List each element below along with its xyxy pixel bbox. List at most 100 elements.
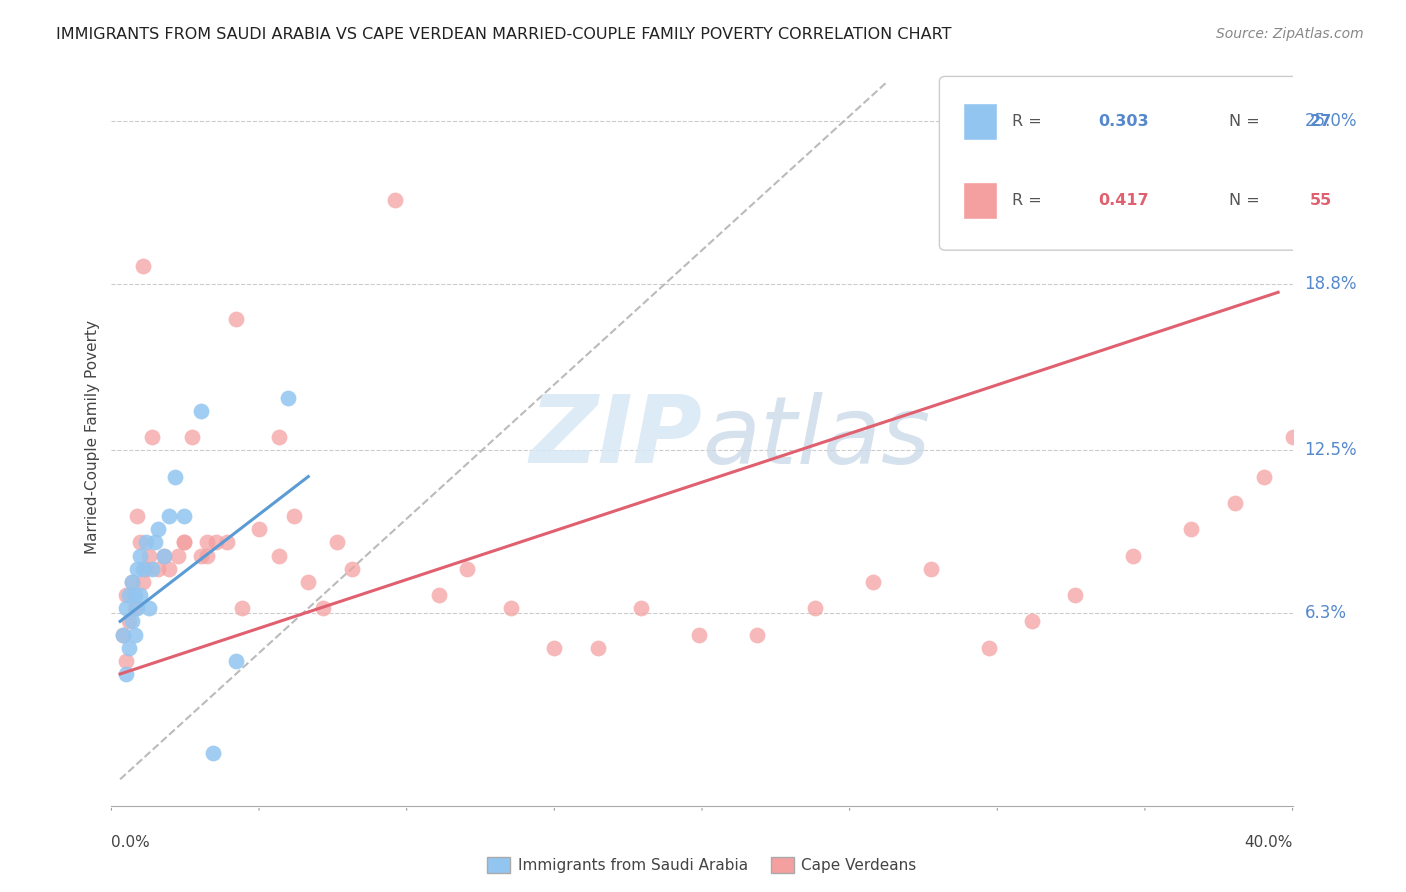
- Point: [118, 615, 141, 629]
- Text: 27: 27: [1310, 113, 1333, 128]
- Point: [124, 601, 146, 615]
- Point: [146, 522, 169, 536]
- Point: [457, 562, 479, 576]
- Point: [326, 535, 349, 549]
- Bar: [963, 182, 997, 219]
- Point: [127, 509, 149, 524]
- Point: [630, 601, 652, 615]
- FancyBboxPatch shape: [939, 77, 1400, 250]
- Text: R =: R =: [1012, 113, 1046, 128]
- Point: [1122, 549, 1144, 563]
- Point: [190, 403, 212, 417]
- Point: [297, 574, 319, 589]
- Text: ZIP: ZIP: [529, 391, 702, 483]
- Point: [173, 535, 195, 549]
- Point: [283, 509, 305, 524]
- Point: [132, 259, 155, 273]
- Point: [146, 562, 169, 576]
- Point: [135, 535, 157, 549]
- Text: Source: ZipAtlas.com: Source: ZipAtlas.com: [1216, 27, 1364, 41]
- Point: [1064, 588, 1087, 602]
- Legend: Immigrants from Saudi Arabia, Cape Verdeans: Immigrants from Saudi Arabia, Cape Verde…: [481, 851, 922, 880]
- Point: [121, 615, 143, 629]
- Point: [152, 549, 174, 563]
- Point: [129, 535, 152, 549]
- Point: [141, 430, 163, 444]
- Point: [231, 601, 253, 615]
- Point: [129, 549, 152, 563]
- Point: [920, 562, 942, 576]
- Point: [312, 601, 335, 615]
- Point: [201, 746, 224, 760]
- Bar: [963, 103, 997, 140]
- Point: [1021, 615, 1043, 629]
- Point: [190, 549, 212, 563]
- Point: [269, 430, 291, 444]
- Text: 40.0%: 40.0%: [1244, 835, 1292, 850]
- Point: [269, 549, 291, 563]
- Point: [121, 574, 143, 589]
- Point: [115, 601, 138, 615]
- Point: [157, 562, 180, 576]
- Y-axis label: Married-Couple Family Poverty: Married-Couple Family Poverty: [86, 320, 100, 554]
- Point: [143, 535, 166, 549]
- Point: [181, 430, 204, 444]
- Text: R =: R =: [1012, 193, 1046, 208]
- Point: [586, 640, 609, 655]
- Point: [204, 535, 226, 549]
- Point: [111, 627, 134, 641]
- Point: [804, 601, 827, 615]
- Text: 12.5%: 12.5%: [1305, 442, 1357, 459]
- Point: [138, 549, 160, 563]
- Point: [1223, 496, 1246, 510]
- Text: 0.417: 0.417: [1098, 193, 1149, 208]
- Text: atlas: atlas: [702, 392, 931, 483]
- Point: [277, 391, 299, 405]
- Point: [127, 601, 149, 615]
- Point: [141, 562, 163, 576]
- Point: [543, 640, 565, 655]
- Point: [745, 627, 768, 641]
- Point: [499, 601, 522, 615]
- Point: [173, 535, 195, 549]
- Point: [195, 549, 218, 563]
- Text: N =: N =: [1229, 113, 1265, 128]
- Point: [121, 574, 143, 589]
- Point: [132, 562, 155, 576]
- Text: 0.303: 0.303: [1098, 113, 1149, 128]
- Point: [129, 588, 152, 602]
- Point: [862, 574, 884, 589]
- Point: [688, 627, 710, 641]
- Point: [1281, 430, 1303, 444]
- Point: [157, 509, 180, 524]
- Text: IMMIGRANTS FROM SAUDI ARABIA VS CAPE VERDEAN MARRIED-COUPLE FAMILY POVERTY CORRE: IMMIGRANTS FROM SAUDI ARABIA VS CAPE VER…: [56, 27, 952, 42]
- Point: [217, 535, 239, 549]
- Point: [1180, 522, 1202, 536]
- Point: [138, 601, 160, 615]
- Text: N =: N =: [1229, 193, 1265, 208]
- Text: 6.3%: 6.3%: [1305, 605, 1347, 623]
- Point: [247, 522, 270, 536]
- Point: [173, 509, 195, 524]
- Point: [427, 588, 450, 602]
- Point: [111, 627, 134, 641]
- Point: [977, 640, 1000, 655]
- Point: [115, 588, 138, 602]
- Text: 0.0%: 0.0%: [111, 835, 150, 850]
- Point: [167, 549, 190, 563]
- Point: [1253, 469, 1275, 483]
- Point: [225, 654, 247, 668]
- Text: 55: 55: [1310, 193, 1333, 208]
- Point: [118, 588, 141, 602]
- Point: [384, 193, 406, 207]
- Point: [127, 562, 149, 576]
- Point: [124, 627, 146, 641]
- Point: [195, 535, 218, 549]
- Point: [115, 667, 138, 681]
- Point: [340, 562, 363, 576]
- Point: [124, 588, 146, 602]
- Point: [152, 549, 174, 563]
- Point: [132, 574, 155, 589]
- Point: [118, 640, 141, 655]
- Point: [225, 311, 247, 326]
